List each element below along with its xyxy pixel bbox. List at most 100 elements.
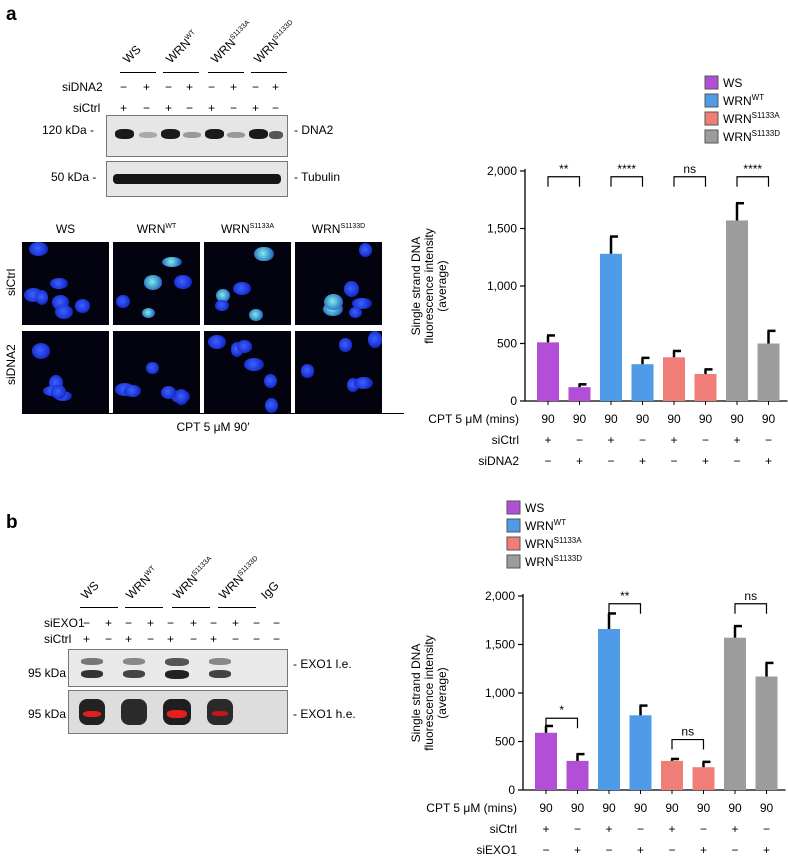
table-cell: 90 xyxy=(604,412,618,426)
table-cell: − xyxy=(733,454,740,468)
y-axis-label: (average) xyxy=(435,260,449,311)
micrograph xyxy=(204,331,291,414)
saturated-band xyxy=(212,711,228,716)
blot-band xyxy=(113,174,281,184)
table-row-label: siDNA2 xyxy=(478,454,519,468)
micrograph xyxy=(22,242,109,325)
bar xyxy=(726,220,748,401)
tubulin-blot xyxy=(106,161,288,197)
sidna2-mark: − xyxy=(208,80,216,94)
blot-band xyxy=(165,670,189,679)
blot-band xyxy=(249,129,268,139)
treatment-line xyxy=(22,413,404,414)
nucleus xyxy=(351,298,372,309)
siexo1-mark: − xyxy=(125,616,133,630)
table-cell: + xyxy=(639,454,646,468)
panel-b-letter: b xyxy=(6,512,18,533)
siexo1-row-label: siEXO1 xyxy=(44,616,85,630)
y-axis-label: Single strand DNA xyxy=(409,644,423,743)
nucleus xyxy=(214,299,230,312)
sictrl-mark: + xyxy=(165,101,173,115)
nucleus xyxy=(216,289,230,303)
sidna2-row-label: siDNA2 xyxy=(62,80,103,94)
bar xyxy=(757,343,780,401)
y-tick-label: 1,500 xyxy=(487,222,517,236)
lane-header: WRNS1133A xyxy=(208,19,252,66)
y-axis-label: (average) xyxy=(435,667,449,718)
legend-swatch xyxy=(704,111,719,126)
legend-label: WS xyxy=(525,501,544,515)
table-cell: + xyxy=(670,433,677,447)
nucleus xyxy=(300,364,315,378)
lane-header: WS xyxy=(120,42,144,66)
micro-col-header: WRNS1133D xyxy=(311,222,366,236)
siexo1-mark: + xyxy=(190,616,198,630)
panel-a-bar-chart: WS WRNWT WRNS1133A WRNS1133D Single strand D… xyxy=(409,75,788,468)
mw-95kda-he: 95 kDa - xyxy=(28,707,74,721)
micro-col-header: WRNWT xyxy=(136,222,177,236)
bar xyxy=(535,732,557,790)
table-row-label: siEXO1 xyxy=(476,843,517,857)
nucleus xyxy=(323,293,344,311)
table-cell: 90 xyxy=(667,412,681,426)
y-tick-label: 500 xyxy=(495,735,515,749)
lane-header: WS xyxy=(78,578,102,602)
blot-band xyxy=(81,658,103,665)
bar xyxy=(629,715,652,790)
bar xyxy=(600,253,622,401)
table-cell: − xyxy=(763,822,770,836)
significance-bracket xyxy=(673,176,707,187)
legend-swatch xyxy=(506,554,521,569)
mw-120kda: 120 kDa - xyxy=(42,123,95,137)
micro-row-sidna2: siDNA2 xyxy=(4,344,18,385)
table-cell: 90 xyxy=(699,412,713,426)
blot-band xyxy=(81,670,103,678)
siexo1-mark: + xyxy=(232,616,240,630)
lane-underline xyxy=(80,607,118,608)
sictrl-b-mark: − xyxy=(147,632,155,646)
sictrl-b-row-label: siCtrl xyxy=(44,632,72,646)
sidna2-mark: − xyxy=(252,80,260,94)
nucleus xyxy=(161,257,182,268)
bar xyxy=(755,676,778,790)
nucleus xyxy=(208,334,227,349)
legend-label: WS xyxy=(723,76,742,90)
legend-swatch xyxy=(704,129,719,144)
lane-header: WRNS1133A xyxy=(170,555,214,602)
significance-bracket xyxy=(547,176,581,187)
tubulin-label: - Tubulin xyxy=(294,170,341,184)
micro-col-header: WS xyxy=(55,222,76,236)
mw-50kda: 50 kDa - xyxy=(51,170,97,184)
y-tick-label: 1,500 xyxy=(485,638,515,652)
exo1-le-label: - EXO1 l.e. xyxy=(293,657,352,671)
table-cell: 90 xyxy=(602,801,616,815)
sidna2-mark: + xyxy=(272,80,280,94)
significance-label: **** xyxy=(743,162,762,176)
blot-band xyxy=(123,658,145,665)
nucleus xyxy=(74,298,91,313)
legend-label: WRNWT xyxy=(723,93,764,108)
table-cell: 90 xyxy=(573,412,587,426)
table-cell: 90 xyxy=(539,801,553,815)
sictrl-row-label: siCtrl xyxy=(73,101,101,115)
sidna2-mark: − xyxy=(165,80,173,94)
bar xyxy=(598,628,620,790)
micrograph xyxy=(113,331,200,414)
micro-row-sictrl: siCtrl xyxy=(4,268,18,296)
legend-swatch xyxy=(506,536,521,551)
table-cell: − xyxy=(700,822,707,836)
nucleus xyxy=(32,343,51,359)
table-row-label: siCtrl xyxy=(490,822,517,836)
nucleus xyxy=(338,338,353,352)
bar xyxy=(661,760,683,790)
micrograph xyxy=(22,331,109,414)
table-cell: + xyxy=(542,822,549,836)
table-cell: 90 xyxy=(571,801,585,815)
table-cell: + xyxy=(637,843,644,857)
legend-label: WRNS1133D xyxy=(525,554,582,569)
table-cell: − xyxy=(574,822,581,836)
nucleus xyxy=(36,290,49,306)
legend-swatch xyxy=(704,93,719,108)
nucleus xyxy=(348,307,363,319)
blot-band xyxy=(209,670,231,678)
